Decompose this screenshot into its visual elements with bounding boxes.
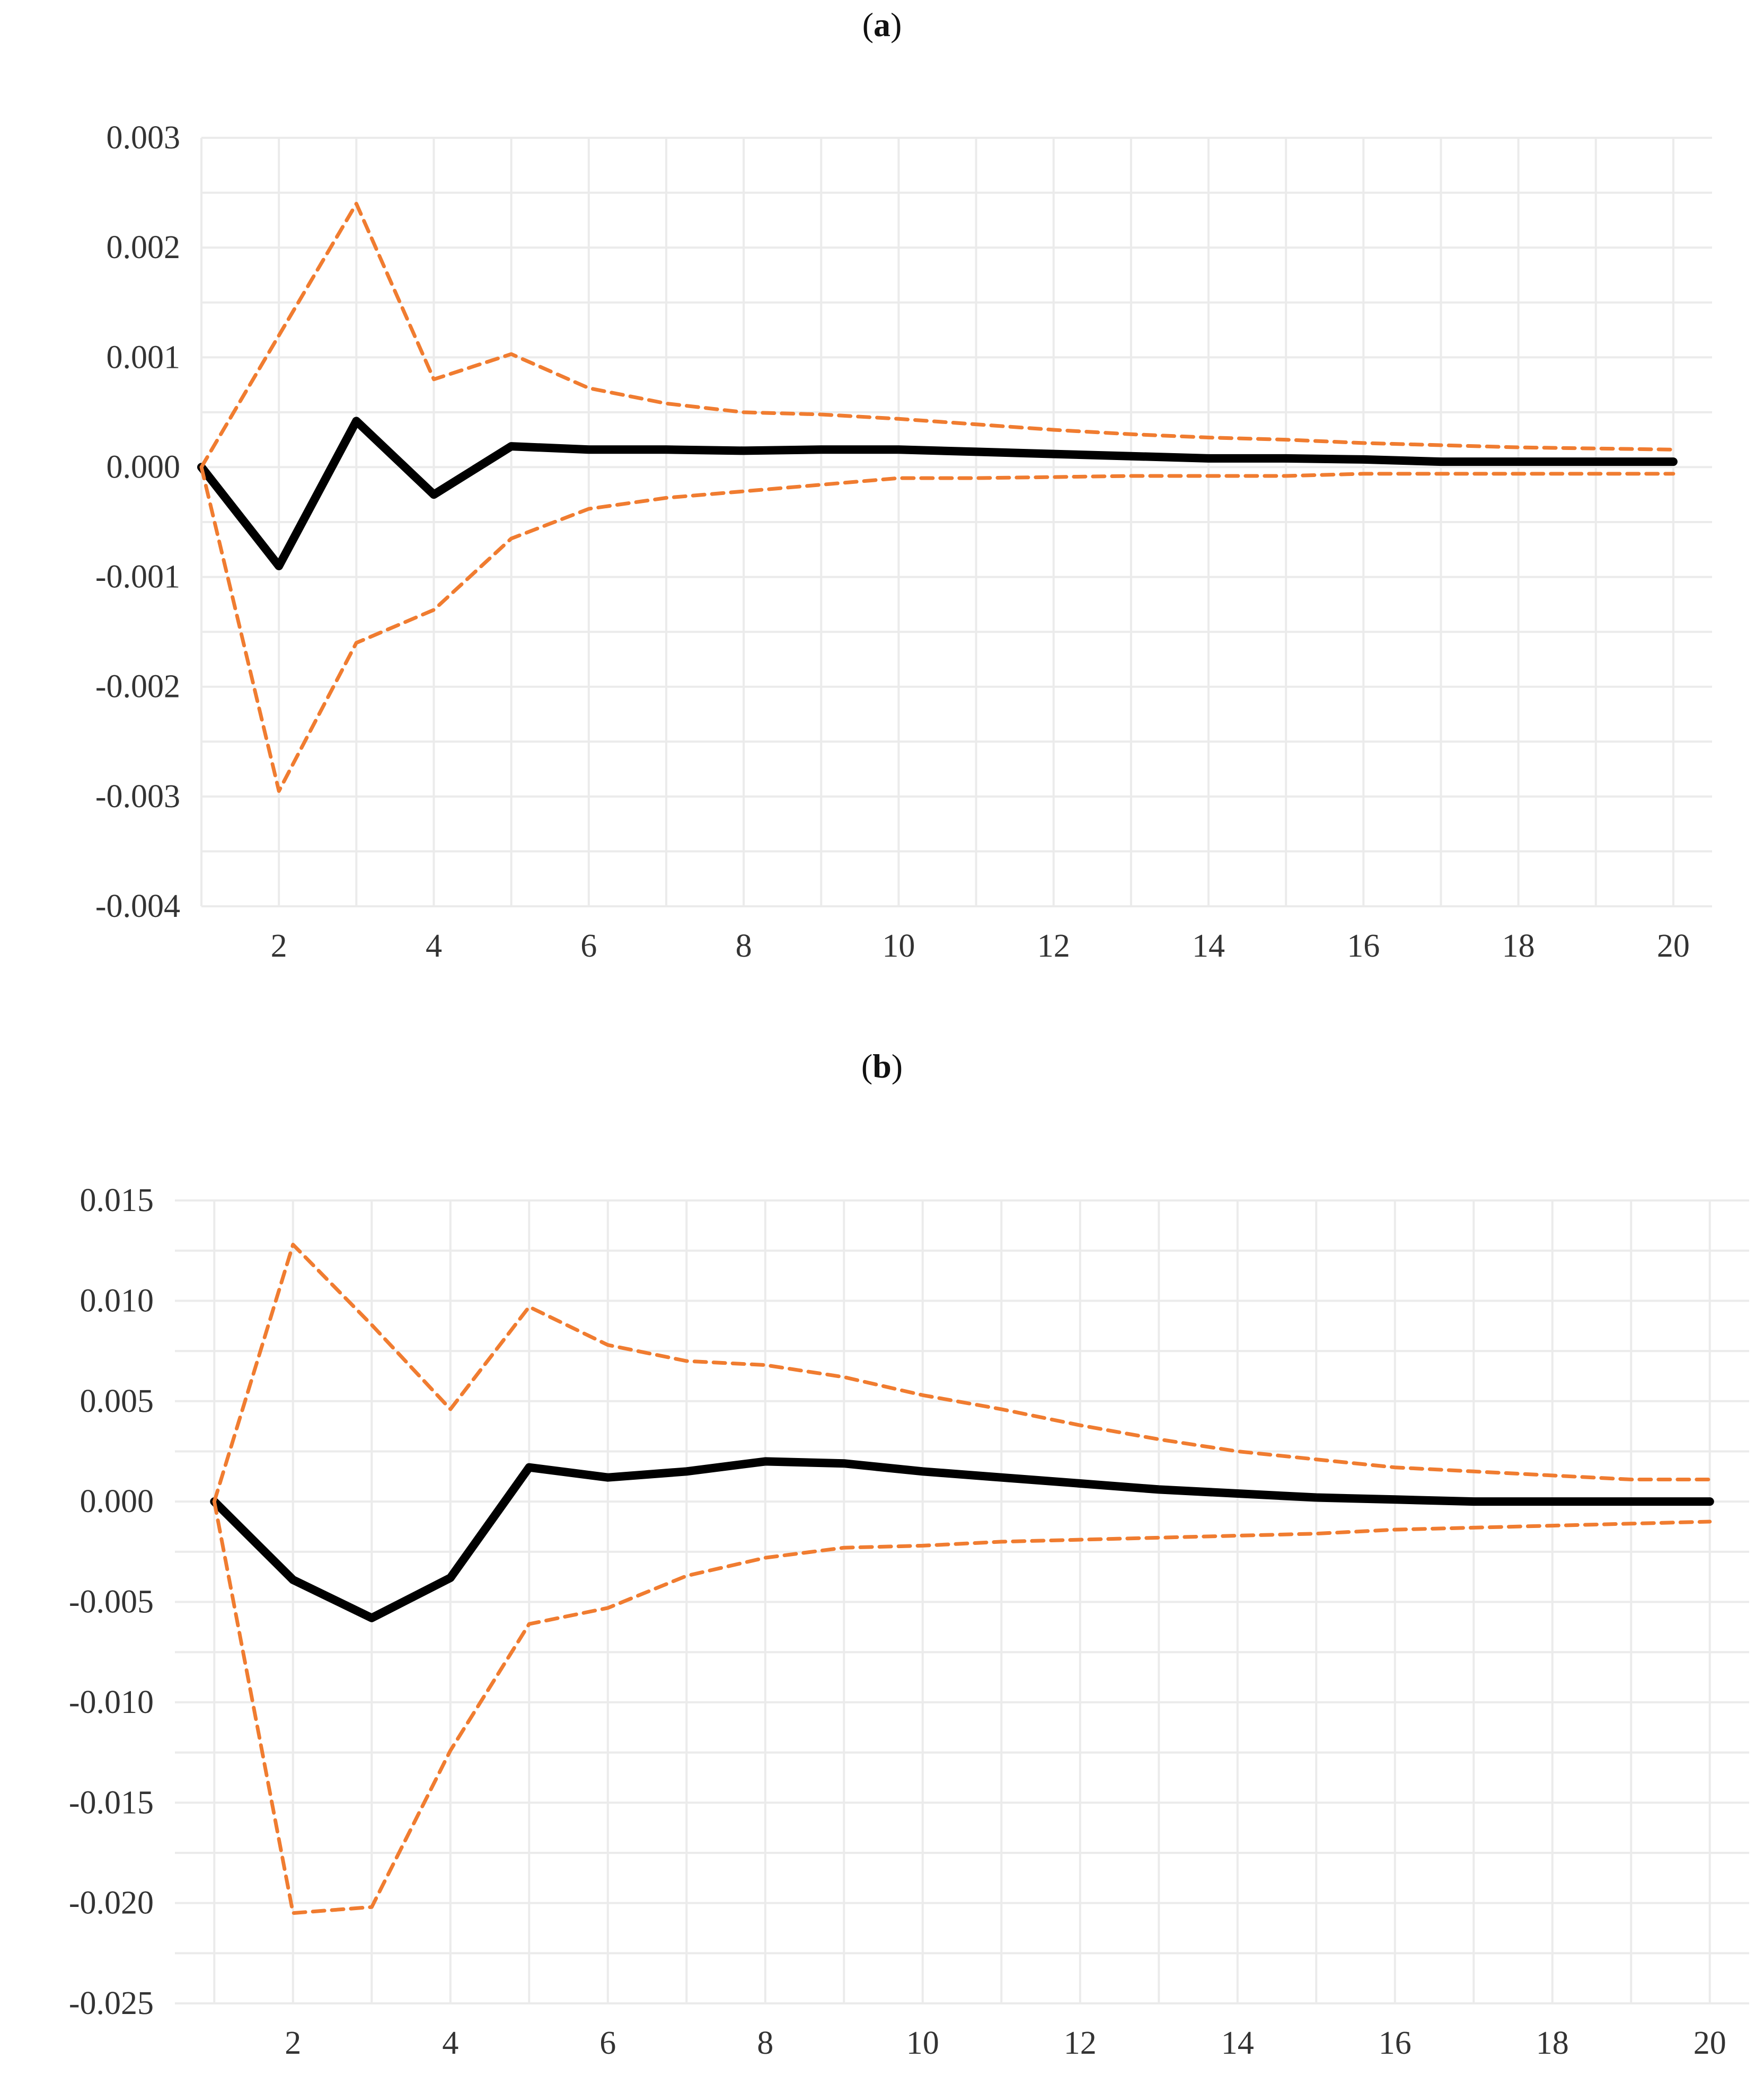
series-lower-line bbox=[199, 465, 1675, 793]
y-tick-label: -0.010 bbox=[69, 1684, 154, 1720]
y-tick-label: -0.020 bbox=[69, 1885, 154, 1921]
panel-b-label: (b) bbox=[861, 1047, 903, 1085]
x-tick-label: 2 bbox=[285, 2025, 301, 2061]
y-tick-label: 0.015 bbox=[80, 1182, 154, 1218]
x-tick-label: 16 bbox=[1379, 2025, 1412, 2061]
panel-a-label: (a) bbox=[862, 6, 902, 43]
y-tick-label: 0.000 bbox=[107, 449, 181, 485]
series-upper-line bbox=[199, 201, 1675, 469]
x-tick-label: 14 bbox=[1221, 2025, 1254, 2061]
y-tick-label: -0.025 bbox=[69, 1985, 154, 2021]
x-tick-label: 2 bbox=[271, 928, 287, 964]
panel-b-letter: b bbox=[872, 1047, 892, 1085]
x-tick-label: 6 bbox=[599, 2025, 616, 2061]
x-tick-label: 10 bbox=[906, 2025, 939, 2061]
x-tick-label: 14 bbox=[1192, 928, 1225, 964]
series-irf-line bbox=[197, 417, 1678, 570]
y-tick-label: 0.000 bbox=[80, 1483, 154, 1520]
x-tick-label: 16 bbox=[1347, 928, 1380, 964]
x-tick-label: 6 bbox=[580, 928, 597, 964]
x-tick-label: 18 bbox=[1502, 928, 1535, 964]
series-irf-line bbox=[210, 1457, 1714, 1622]
x-tick-label: 18 bbox=[1536, 2025, 1569, 2061]
chart-b: -0.025 -0.020 -0.015 -0.010 -0.005 0.000 0.005… bbox=[69, 1182, 1749, 2061]
x-tick-label: 20 bbox=[1694, 2025, 1726, 2061]
x-tick-label: 8 bbox=[757, 2025, 773, 2061]
y-tick-label: -0.002 bbox=[95, 669, 180, 705]
x-tick-label: 4 bbox=[426, 928, 442, 964]
x-tick-label: 12 bbox=[1037, 928, 1070, 964]
x-tick-label: 8 bbox=[736, 928, 752, 964]
series-upper-line bbox=[212, 1242, 1712, 1504]
y-tick-label: -0.015 bbox=[69, 1785, 154, 1821]
y-tick-label: -0.005 bbox=[69, 1584, 154, 1620]
y-tick-label: -0.003 bbox=[95, 779, 180, 815]
y-tick-label: 0.003 bbox=[107, 120, 181, 156]
y-tick-label: -0.001 bbox=[95, 559, 180, 595]
x-tick-label: 20 bbox=[1657, 928, 1690, 964]
panel-a-letter: a bbox=[874, 6, 890, 43]
y-tick-label: 0.001 bbox=[107, 339, 181, 375]
series-lower-line bbox=[212, 1499, 1712, 1915]
y-tick-label: 0.010 bbox=[80, 1283, 154, 1319]
x-tick-label: 4 bbox=[442, 2025, 458, 2061]
x-tick-label: 10 bbox=[882, 928, 915, 964]
chart-a: -0.004 -0.003 -0.002 -0.001 0.000 0.001 0.002 0… bbox=[95, 120, 1712, 964]
x-tick-label: 12 bbox=[1064, 2025, 1097, 2061]
y-tick-label: 0.002 bbox=[107, 229, 181, 266]
y-tick-label: 0.005 bbox=[80, 1383, 154, 1419]
y-tick-label: -0.004 bbox=[95, 888, 180, 924]
